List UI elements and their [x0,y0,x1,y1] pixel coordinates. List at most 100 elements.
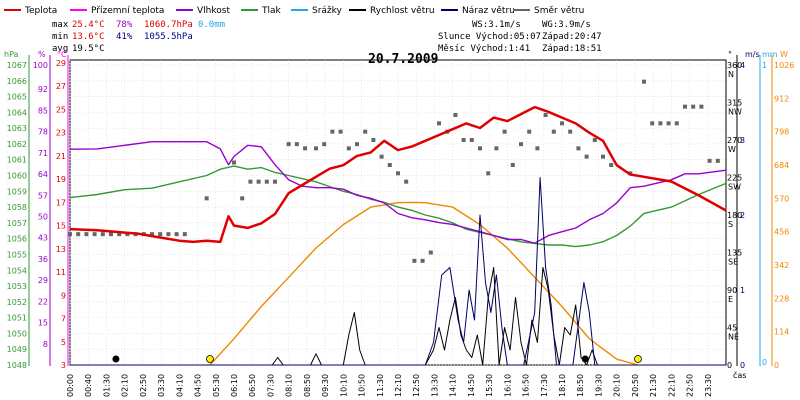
x-tick-label: 09:30 [321,374,330,397]
wind-dir-point [174,232,179,237]
x-tick-label: 20:10 [613,374,622,397]
x-tick-label: 14:10 [449,374,458,397]
wind-dir-point [84,232,89,237]
wind-dir-point [355,142,359,147]
mm-axis-title: mm [762,50,778,59]
wind-dir-point [420,258,425,263]
c-tick-label: 21 [56,152,66,161]
pct-tick-label: 15 [38,319,48,328]
wind-dir-point [387,163,392,167]
x-tick-label: 04:10 [175,374,184,397]
x-tick-label: 22:50 [686,374,695,397]
c-tick-label: 25 [56,105,66,114]
stat-min-temp: 13.6°C [72,32,105,42]
dir-name-label: SE [728,258,738,267]
chart-legend: Teplota Přízemní teplota Vlhkost Tlak Srážky… [4,6,584,16]
dir-tick-label: 270 [727,136,742,145]
x-tick-label: 13:30 [430,374,439,397]
wind-dir-point [379,154,384,159]
legend-label-vlhkost: Vlhkost [197,6,230,16]
series-line-slune-n-z-en- [209,201,639,366]
dir-name-label: NW [728,108,742,117]
hpa-tick-label: 1052 [7,298,27,307]
wind-dir-point [592,138,597,142]
ms-tick-label: 3 [740,136,745,145]
pct-tick-label: 71 [38,149,48,158]
hpa-tick-label: 1060 [7,172,27,181]
dir-tick-label: 360 [727,61,742,70]
pct-tick-label: 8 [43,340,48,349]
dir-tick-label: 225 [727,174,742,183]
x-tick-label: 03:30 [157,374,166,397]
x-tick-label: 16:50 [522,374,531,397]
dir-name-label: NE [728,333,739,342]
dir-tick-label: 0 [727,361,732,370]
mm-tick-label: 1 [762,61,767,70]
series-line-teplota [69,105,727,244]
stats-block: max 25.4°C 78% 1060.7hPa 0.0mm min 13.6°… [52,20,602,54]
w-tick-label: 684 [774,161,789,170]
x-tick-label: 12:10 [394,374,403,397]
w-tick-label: 114 [774,328,789,337]
pct-tick-label: 85 [38,106,48,115]
stat-ws: WS:3.1m/s [472,20,521,30]
x-tick-label: 02:50 [139,374,148,397]
series-line-n-raz-v-tru [70,177,726,366]
c-axis-title: °C [57,50,67,59]
x-tick-label: 18:50 [576,374,585,397]
wind-dir-point [92,232,97,237]
wind-dir-point [117,232,122,237]
wind-dir-point [158,232,163,237]
wind-dir-point [363,129,368,134]
c-tick-label: 9 [61,291,66,300]
hpa-tick-label: 1050 [7,329,27,338]
w-tick-label: 228 [774,294,789,303]
x-axis: 00:00 00:40 01:30 02:10 02:50 03:30 04:10 04:50… [66,370,746,397]
wind-dir-point [666,121,671,126]
wind-dir-point [584,154,589,159]
x-tick-label: 02:10 [121,374,130,397]
stat-max-press: 1060.7hPa [144,20,193,30]
stat-wg: WG:3.9m/s [542,20,591,30]
wind-dir-point [535,146,540,151]
hpa-tick-label: 1063 [7,124,27,133]
wind-dir-point [125,232,130,237]
pct-tick-label: 43 [38,234,48,243]
ms-tick-label: 2 [740,211,745,220]
wind-dir-point [404,179,409,184]
w-tick-label: 570 [774,194,789,203]
x-tick-label: 17:30 [540,374,549,397]
wind-dir-point [204,196,209,201]
wind-dir-point [674,121,679,126]
wind-dir-point [346,146,351,151]
x-tick-label: 18:10 [558,374,567,397]
legend-label-naraz: Náraz větru [462,6,515,16]
ms-tick-label: 4 [740,61,745,70]
wind-dir-point [453,113,458,117]
ms-tick-label: 0 [740,361,745,370]
wind-dir-point [699,104,704,109]
hpa-tick-label: 1059 [7,187,27,196]
x-tick-label: 04:50 [194,374,203,397]
wind-dir-point [576,146,581,151]
pct-tick-label: 36 [38,255,48,264]
pct-tick-label: 64 [38,170,48,179]
wind-dir-point [371,138,376,142]
wind-dir-point [510,163,515,167]
legend-label-prizemni: Přízemní teplota [91,6,164,16]
hpa-tick-label: 1053 [7,282,27,291]
c-tick-label: 29 [56,59,66,68]
wind-dir-point [286,142,291,147]
wind-dir-point [601,154,605,159]
wind-dir-point [527,129,532,134]
wind-dir-point [256,179,261,184]
legend-label-teplota: Teplota [24,6,57,16]
hpa-tick-label: 1057 [7,219,27,228]
c-tick-label: 5 [61,338,66,347]
wind-dir-point [338,129,343,134]
x-tick-label: 00:40 [84,374,93,397]
dir-name-label: W [728,145,736,154]
w-tick-label: 456 [774,228,789,237]
legend-label-tlak: Tlak [261,6,282,16]
